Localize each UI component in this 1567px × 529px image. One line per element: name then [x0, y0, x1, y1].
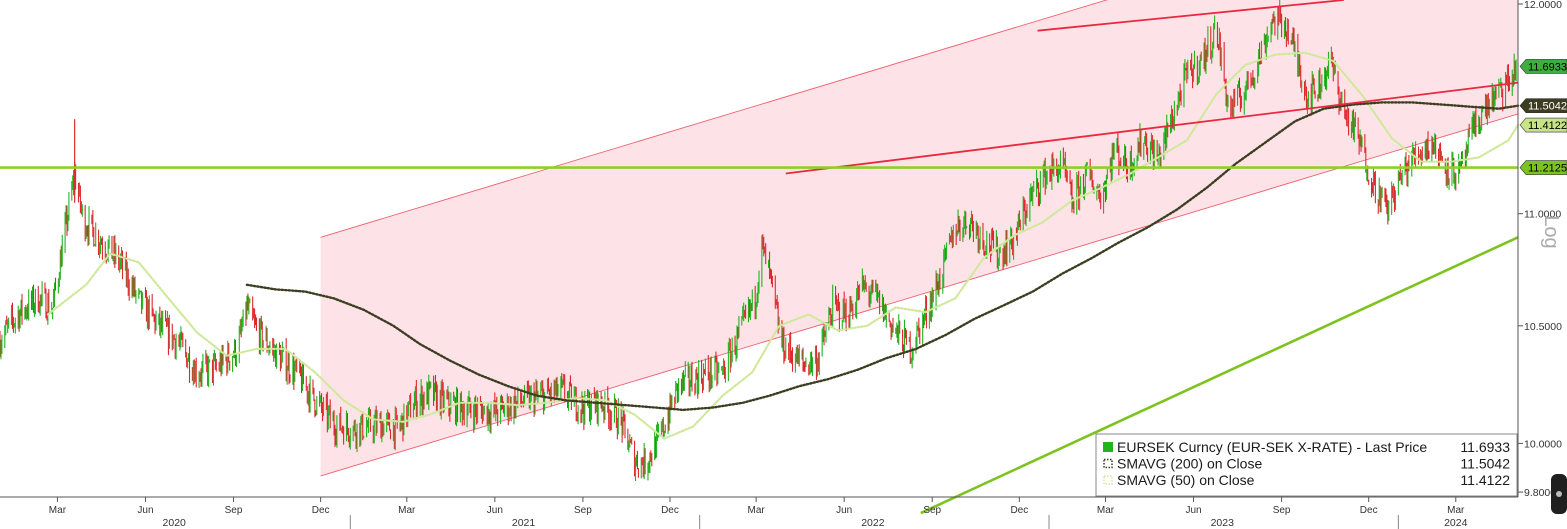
legend-name-sma200: SMAVG (200) on Close: [1117, 456, 1262, 472]
x-year-label: 2022: [861, 517, 885, 529]
last-value-tag: [1519, 117, 1567, 133]
trend-lines: [785, 0, 1519, 515]
y-tick-labels: 12.0000 11.0000 10.5000 10.0000 9.8000: [1518, 0, 1562, 499]
x-month-label: Jun: [1185, 505, 1201, 516]
x-month-label: Sep: [1273, 505, 1291, 516]
x-month-label: Jun: [137, 505, 153, 516]
x-month-label: Dec: [312, 505, 330, 516]
x-year-label: 2021: [512, 517, 536, 529]
x-month-label: Mar: [1097, 505, 1115, 516]
x-month-label: Dec: [1360, 505, 1378, 516]
trend-line-3: [920, 236, 1519, 515]
last-value-tags: 11.6933 11.5042 11.4122 11.2125: [1519, 59, 1567, 175]
y-tick-label: 9.8000: [1524, 487, 1556, 499]
x-month-label: Mar: [1447, 505, 1465, 516]
last-value-tag-label: 11.6933: [1528, 61, 1567, 73]
channel-lower-line: [320, 113, 1519, 477]
x-month-label: Mar: [748, 505, 766, 516]
legend-value-sma200: 11.5042: [1460, 456, 1510, 472]
last-value-tag-label: 11.4122: [1528, 120, 1567, 132]
x-year-label: 2023: [1211, 517, 1235, 529]
legend-marker-sma50: [1103, 475, 1113, 485]
x-tick-labels: Mar Jun Sep Dec Mar Jun Sep Dec Mar Jun Sep Dec Mar J…: [49, 497, 1468, 529]
chart-options-button[interactable]: [1551, 474, 1567, 514]
legend-value-sma50: 11.4122: [1460, 472, 1510, 488]
legend-box: EURSEK Curncy (EUR-SEK X-RATE) - Last Pr…: [1095, 433, 1518, 497]
x-month-label: Sep: [574, 505, 592, 516]
legend-background: [1095, 433, 1518, 497]
legend-marker-last-price: [1103, 442, 1113, 452]
legend-entry-sma200: SMAVG (200) on Close 11.5042: [1103, 456, 1510, 472]
trend-line-1: [1037, 0, 1344, 32]
y-tick-label: 10.0000: [1524, 438, 1562, 450]
y-tick-label: 11.0000: [1524, 209, 1561, 221]
legend-marker-sma200: [1103, 458, 1113, 469]
last-value-tag-label: 11.2125: [1528, 163, 1567, 175]
price-bars: [0, 0, 1517, 482]
x-month-label: Sep: [923, 505, 941, 516]
sma-200-line: [245, 101, 1520, 412]
x-month-label: Dec: [661, 505, 679, 516]
x-month-label: Jun: [836, 505, 852, 516]
x-month-label: Dec: [1010, 505, 1028, 516]
channel-upper-line: [320, 0, 1109, 238]
x-month-label: Mar: [49, 505, 67, 516]
last-value-tag: [1519, 160, 1567, 175]
sma-50-line: [46, 51, 1520, 440]
x-year-label: 2024: [1444, 517, 1468, 529]
last-value-tag: [1519, 98, 1567, 113]
last-value-tag: [1519, 59, 1567, 74]
legend-name-sma50: SMAVG (50) on Close: [1117, 472, 1255, 488]
x-month-label: Sep: [225, 505, 243, 516]
x-year-label: 2020: [163, 517, 187, 529]
legend-name-last-price: EURSEK Curncy (EUR-SEK X-RATE) - Last Pr…: [1117, 439, 1427, 455]
legend-entry-sma50: SMAVG (50) on Close 11.4122: [1103, 472, 1510, 488]
options-dot-icon: [1556, 491, 1562, 497]
x-month-label: Mar: [398, 505, 416, 516]
log-scale-label: Log: [1540, 215, 1562, 248]
legend-value-last-price: 11.6933: [1460, 439, 1510, 455]
legend-entry-last-price: EURSEK Curncy (EUR-SEK X-RATE) - Last Pr…: [1103, 439, 1510, 455]
y-tick-label: 10.5000: [1524, 321, 1562, 333]
x-month-label: Jun: [487, 505, 503, 516]
trend-line-2: [785, 81, 1519, 175]
last-value-tag-label: 11.5042: [1528, 101, 1567, 113]
y-tick-label: 12.0000: [1524, 0, 1562, 11]
